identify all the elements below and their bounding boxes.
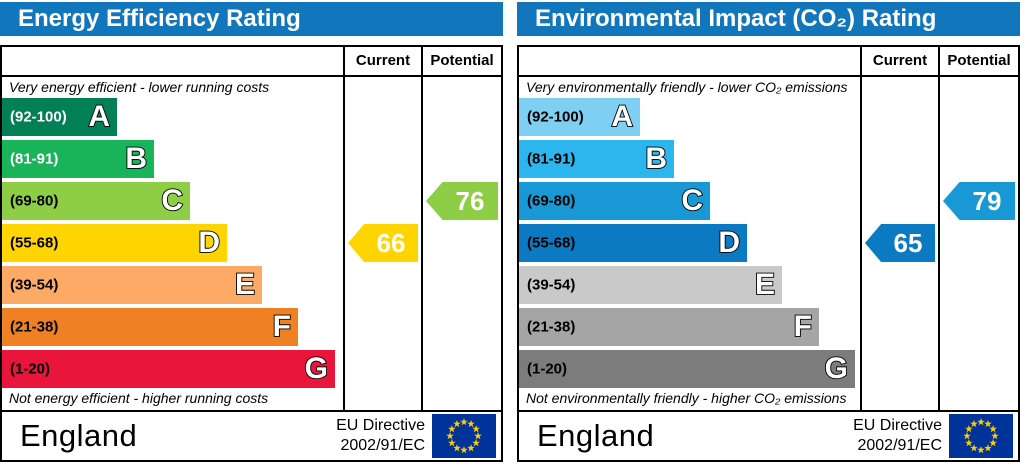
band-range-label: (92-100) xyxy=(10,108,67,126)
rating-band: (21-38) F xyxy=(2,308,298,346)
potential-rating-value: 79 xyxy=(972,186,1002,216)
potential-rating-arrow: 79 xyxy=(943,182,1015,220)
region-label: England xyxy=(20,418,138,453)
header-divider xyxy=(519,75,1018,77)
environmental-rating-panel: Environmental Impact (CO₂) Rating Curren… xyxy=(517,0,1020,464)
band-range-label: (21-38) xyxy=(10,318,59,336)
bands-area: Very energy efficient - lower running co… xyxy=(2,77,343,410)
band-letter: G xyxy=(304,351,329,386)
bands-list: (92-100) A (81-91) B (69-80) C (55-68) D… xyxy=(2,98,343,388)
band-letter: D xyxy=(717,225,740,260)
current-rating-arrow: 66 xyxy=(348,224,418,262)
band-letter: B xyxy=(124,141,147,176)
eu-directive-line1: EU Directive xyxy=(853,417,942,434)
rating-band: (69-80) C xyxy=(519,182,710,220)
rating-table: Current 65 Potential 79 Very environment… xyxy=(517,45,1020,462)
potential-rating-arrow: 76 xyxy=(426,182,498,220)
band-letter: F xyxy=(793,309,813,344)
rating-band: (1-20) G xyxy=(519,350,855,388)
rating-band: (69-80) C xyxy=(2,182,190,220)
potential-column: Potential 79 xyxy=(938,47,1018,410)
band-range-label: (69-80) xyxy=(527,192,576,210)
current-column: Current 65 xyxy=(860,47,938,410)
potential-rating-value: 76 xyxy=(455,186,485,216)
current-rating-value: 65 xyxy=(893,228,923,258)
panel-title: Energy Efficiency Rating xyxy=(0,2,503,36)
eu-flag-icon xyxy=(949,414,1013,458)
rating-band: (92-100) A xyxy=(519,98,640,136)
rating-band: (1-20) G xyxy=(2,350,335,388)
eu-flag-icon xyxy=(432,414,496,458)
rating-band: (92-100) A xyxy=(2,98,117,136)
band-range-label: (39-54) xyxy=(10,276,59,294)
band-letter: C xyxy=(160,183,183,218)
current-column: Current 66 xyxy=(343,47,421,410)
top-caption: Very environmentally friendly - lower CO… xyxy=(526,79,848,95)
current-column-header: Current xyxy=(872,52,928,69)
potential-column-header: Potential xyxy=(947,52,1011,69)
band-range-label: (81-91) xyxy=(527,150,576,168)
region-label: England xyxy=(537,418,655,453)
rating-band: (55-68) D xyxy=(2,224,227,262)
rating-table: Current 66 Potential 76 Very energy effi… xyxy=(0,45,503,462)
band-range-label: (21-38) xyxy=(527,318,576,336)
rating-band: (39-54) E xyxy=(2,266,262,304)
bands-list: (92-100) A (81-91) B (69-80) C (55-68) D… xyxy=(519,98,860,388)
band-range-label: (1-20) xyxy=(527,360,568,378)
band-range-label: (55-68) xyxy=(527,234,576,252)
rating-band: (21-38) F xyxy=(519,308,819,346)
potential-column-header: Potential xyxy=(430,52,494,69)
current-rating-arrow: 65 xyxy=(865,224,935,262)
band-range-label: (55-68) xyxy=(10,234,59,252)
band-letter: E xyxy=(754,267,776,302)
eu-directive-text: EU Directive 2002/91/EC xyxy=(853,416,942,456)
rating-band: (81-91) B xyxy=(2,140,154,178)
energy-rating-panel: Energy Efficiency Rating Current 66 Pote… xyxy=(0,0,503,464)
current-column-header: Current xyxy=(355,52,411,69)
bands-area: Very environmentally friendly - lower CO… xyxy=(519,77,860,410)
band-range-label: (69-80) xyxy=(10,192,59,210)
band-letter: A xyxy=(610,99,633,134)
rating-band: (81-91) B xyxy=(519,140,674,178)
eu-directive-line2: 2002/91/EC xyxy=(857,437,942,454)
panel-footer: England EU Directive 2002/91/EC xyxy=(2,410,501,460)
rating-band: (39-54) E xyxy=(519,266,782,304)
band-letter: F xyxy=(272,309,292,344)
band-range-label: (92-100) xyxy=(527,108,584,126)
potential-column: Potential 76 xyxy=(421,47,501,410)
eu-directive-line1: EU Directive xyxy=(336,417,425,434)
panel-title: Environmental Impact (CO₂) Rating xyxy=(517,2,1020,36)
rating-band: (55-68) D xyxy=(519,224,747,262)
bottom-caption: Not energy efficient - higher running co… xyxy=(9,390,269,406)
bottom-caption: Not environmentally friendly - higher CO… xyxy=(526,390,847,406)
eu-directive-text: EU Directive 2002/91/EC xyxy=(336,416,425,456)
band-letter: G xyxy=(824,351,849,386)
band-letter: D xyxy=(197,225,220,260)
top-caption: Very energy efficient - lower running co… xyxy=(9,79,270,95)
band-letter: B xyxy=(644,141,667,176)
band-letter: A xyxy=(87,99,110,134)
band-range-label: (39-54) xyxy=(527,276,576,294)
band-letter: E xyxy=(234,267,256,302)
header-divider xyxy=(2,75,501,77)
eu-directive-line2: 2002/91/EC xyxy=(340,437,425,454)
panel-footer: England EU Directive 2002/91/EC xyxy=(519,410,1018,460)
band-range-label: (1-20) xyxy=(10,360,51,378)
band-range-label: (81-91) xyxy=(10,150,59,168)
current-rating-value: 66 xyxy=(376,228,406,258)
band-letter: C xyxy=(680,183,703,218)
